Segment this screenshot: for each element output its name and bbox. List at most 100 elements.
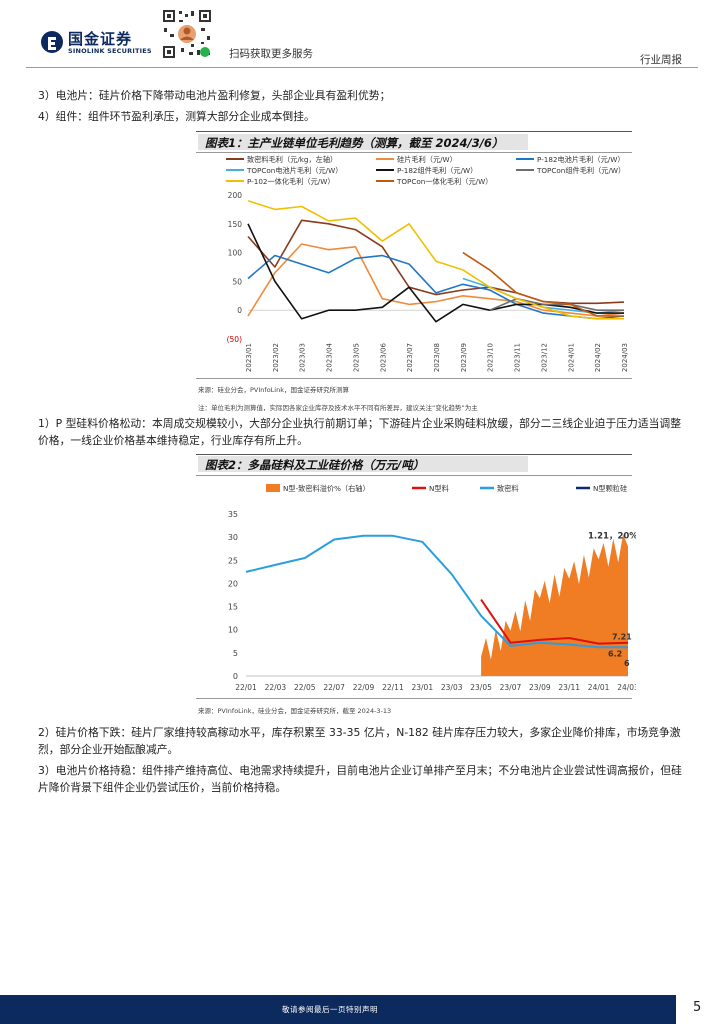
report-type: 行业周报 [640, 54, 682, 66]
premium-area [481, 534, 628, 676]
series-line [247, 223, 624, 323]
y-left-tick-label: 25 [228, 556, 238, 565]
legend-label: 致密料 [497, 484, 519, 493]
figure2-title-rule [196, 475, 632, 476]
legend-swatch [266, 484, 280, 492]
paragraph-cell-profit: 3）电池片：硅片价格下降带动电池片盈利修复，头部企业具有盈利优势； [38, 89, 391, 102]
series-line [462, 251, 624, 317]
footer-band [0, 995, 724, 1024]
x-tick-label: 2024/03 [621, 343, 629, 372]
brand-name-english: SINOLINK SECURITIES [68, 47, 152, 55]
x-tick-label: 2024/01 [567, 343, 575, 372]
x-tick-label: 23/11 [558, 683, 580, 692]
legend-label: P-182电池片毛利（元/W） [537, 155, 625, 164]
footer-disclaimer-note[interactable]: 敬请参阅最后一页特别声明 [282, 1005, 378, 1014]
y-left-tick-label: 0 [233, 672, 238, 681]
qr-code-icon[interactable] [161, 8, 213, 60]
figure1-title-rule [196, 152, 632, 153]
x-tick-label: 2024/02 [594, 343, 602, 372]
x-tick-label: 23/05 [470, 683, 492, 692]
legend-label: N型颗粒硅 [593, 484, 627, 493]
series-line [489, 297, 624, 311]
x-tick-label: 2023/03 [299, 343, 307, 372]
legend-label: TOPCon电池片毛利（元/W） [246, 166, 342, 175]
figure1-source: 来源：硅业分会，PVInfoLink，国金证券研究所测算 [198, 386, 349, 394]
x-tick-label: 22/01 [235, 683, 257, 692]
series-line [247, 243, 625, 317]
paragraph-wafer-price: 2）硅片价格下跌：硅片厂家维持较高稼动水平，库存积累至 33-35 亿片，N-1… [38, 726, 681, 756]
x-tick-label: 2023/02 [272, 343, 280, 372]
figure2-bottom-rule [196, 698, 632, 699]
series-line [480, 599, 629, 645]
legend-label: P-182组件毛利（元/W） [397, 166, 477, 175]
x-tick-label: 24/01 [588, 683, 610, 692]
legend-label: TOPCon组件毛利（元/W） [536, 166, 625, 175]
page-number: 5 [693, 1000, 702, 1015]
figure1-bottom-rule [196, 378, 632, 379]
data-label: 1.21，20% [588, 531, 636, 541]
x-tick-label: 23/01 [411, 683, 433, 692]
x-tick-label: 2023/08 [433, 343, 441, 372]
x-tick-label: 23/07 [500, 683, 522, 692]
legend-label: N型料 [429, 484, 449, 493]
x-tick-label: 2023/09 [460, 343, 468, 372]
x-tick-label: 22/05 [294, 683, 316, 692]
legend-label: 致密料毛利（元/kg，左轴） [247, 155, 337, 164]
y-left-tick-label: 35 [228, 510, 238, 519]
y-left-tick-label: 30 [228, 533, 238, 542]
paragraph-p-type-silicon: 1）P 型硅料价格松动：本周成交规模较小，大部分企业执行前期订单；下游硅片企业采… [38, 417, 682, 447]
x-tick-label: 24/03 [617, 683, 636, 692]
data-label: 6.2 [608, 649, 622, 658]
figure2-top-rule [196, 454, 632, 455]
x-tick-label: 22/09 [353, 683, 375, 692]
x-tick-label: 22/07 [323, 683, 345, 692]
y-left-tick-label: 150 [228, 220, 243, 229]
x-tick-label: 22/11 [382, 683, 404, 692]
figure2-title: 图表2：多晶硅料及工业硅价格（万元/吨） [205, 458, 425, 472]
y-left-tick-label: 200 [228, 191, 243, 200]
series-line [245, 534, 628, 649]
figure1-title-bar [198, 134, 528, 150]
x-tick-label: 23/09 [529, 683, 551, 692]
figure1-note: 注：单位毛利为测算值，实际因各家企业库存及技术水平不同有所差异，建议关注“变化趋… [198, 404, 478, 412]
y-left-tick-label: 100 [228, 249, 243, 258]
paragraph-cell-price: 3）电池片价格持稳：组件排产维持高位、电池需求持续提升，目前电池片企业订单排产至… [38, 764, 682, 794]
y-left-tick-label: 10 [228, 626, 238, 635]
series-line [247, 254, 625, 320]
legend-label: N型-致密料溢价%（右轴） [283, 484, 370, 493]
data-label: 7.21 [612, 633, 632, 642]
legend-label: P-102一体化毛利（元/W） [247, 177, 335, 186]
legend-label: TOPCon一体化毛利（元/W） [396, 177, 492, 186]
x-tick-label: 2023/07 [406, 343, 414, 372]
x-tick-label: 2023/04 [326, 342, 334, 372]
data-label: 6 [624, 659, 630, 668]
y-left-tick-label: (50) [227, 335, 242, 344]
y-left-tick-label: 5 [233, 649, 238, 658]
header-divider [26, 67, 698, 68]
x-tick-label: 2023/10 [487, 343, 495, 372]
figure2-chart: N型-致密料溢价%（右轴） N型料 致密料 N型颗粒硅 35 30 25 20 15 10 5 0 2… [228, 484, 636, 692]
brand-name: 国金证券 [68, 30, 133, 48]
x-tick-label: 2023/01 [245, 343, 253, 372]
y-left-tick-label: 20 [228, 579, 238, 588]
series-line [247, 200, 624, 320]
y-left-tick-label: 15 [228, 603, 238, 612]
x-tick-label: 2023/06 [379, 342, 387, 372]
paragraph-module-profit: 4）组件：组件环节盈利承压，测算大部分企业成本倒挂。 [38, 110, 315, 123]
x-tick-label: 23/03 [441, 683, 463, 692]
y-left-tick-label: 50 [232, 277, 242, 286]
y-left-tick-label: 0 [237, 306, 242, 315]
figure1-top-rule [196, 131, 632, 132]
legend-label: 硅片毛利（元/W） [397, 155, 457, 164]
x-tick-label: 2023/05 [352, 343, 360, 372]
figure1-chart: 致密料毛利（元/kg，左轴） 硅片毛利（元/W） P-182电池片毛利（元/W） TO… [226, 155, 629, 372]
page-number-box [676, 995, 724, 1024]
figure1-title: 图表1：主产业链单位毛利趋势（测算，截至 2024/3/6） [205, 136, 504, 150]
figure2-source: 来源：PVInfoLink，硅业分会，国金证券研究所，截至 2024-3-13 [198, 707, 392, 715]
qr-caption: 扫码获取更多服务 [229, 48, 313, 60]
x-tick-label: 2023/12 [540, 343, 548, 372]
figure2-title-bar [198, 456, 528, 472]
x-tick-label: 2023/11 [514, 343, 522, 372]
x-tick-label: 22/03 [265, 683, 287, 692]
brand-logo-icon [41, 31, 63, 53]
